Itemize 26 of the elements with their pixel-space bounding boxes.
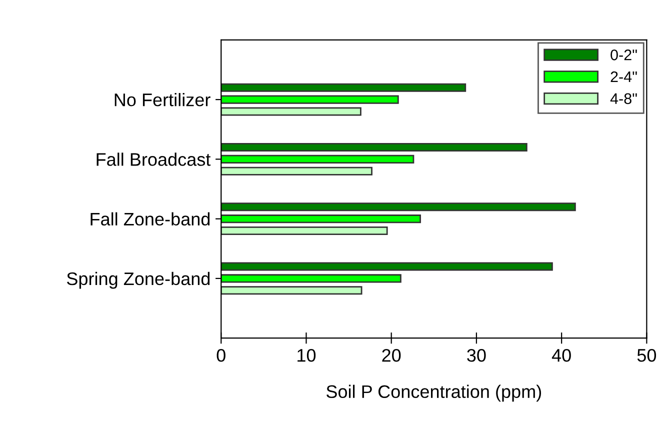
y-tick-label: No Fertilizer: [114, 93, 210, 106]
x-tick-label: 20: [382, 348, 401, 362]
bar: [221, 274, 402, 283]
y-tick-label: Fall Broadcast: [96, 152, 211, 166]
bar: [221, 202, 576, 212]
bar: [221, 142, 528, 152]
x-tick-label: 50: [637, 348, 656, 362]
bar: [221, 262, 553, 271]
bar: [221, 154, 414, 164]
bar: [221, 107, 362, 116]
x-tick-label: 30: [467, 348, 486, 362]
bar: [221, 226, 388, 236]
legend-label: 4-8": [610, 93, 637, 104]
x-tick-label: 40: [552, 348, 571, 362]
legend-label: 2-4": [610, 71, 637, 82]
x-axis-title: Soil P Concentration (ppm): [326, 384, 542, 402]
x-tick-label: 10: [298, 348, 316, 362]
bar: [221, 286, 362, 295]
y-tick-label: Fall Zone-band: [90, 212, 210, 226]
bar: [221, 214, 421, 224]
x-tick-label: 0: [216, 348, 226, 362]
legend-label: 0-2": [610, 50, 637, 60]
bar: [221, 95, 399, 104]
bar: [221, 166, 372, 176]
y-tick-label: Spring Zone-band: [66, 272, 210, 289]
bar: [221, 83, 466, 92]
